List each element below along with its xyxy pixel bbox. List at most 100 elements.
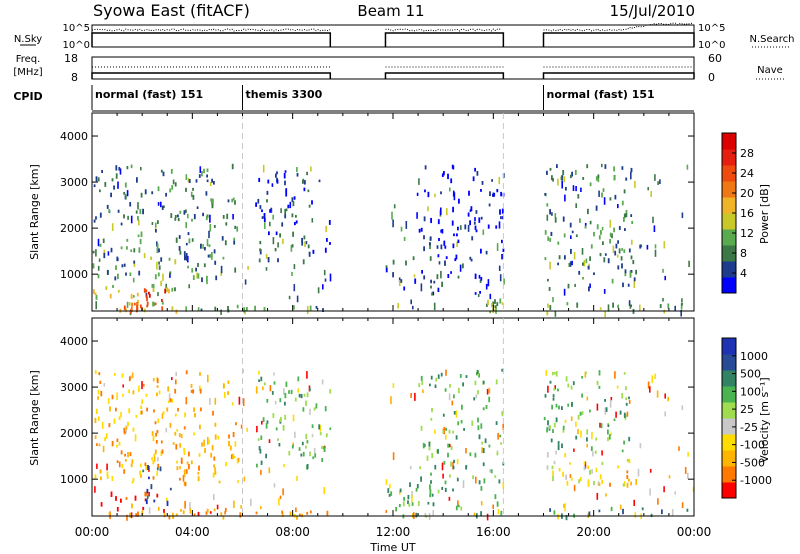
heatmap-cell: [314, 453, 317, 458]
heatmap-cell: [213, 508, 216, 512]
heatmap-cell: [430, 285, 432, 289]
heatmap-cell: [494, 299, 496, 304]
heatmap-cell: [111, 440, 114, 447]
heatmap-cell: [621, 200, 624, 206]
heatmap-cell: [562, 471, 564, 477]
heatmap-cell: [95, 408, 98, 414]
heatmap-cell: [491, 179, 493, 182]
heatmap-cell: [168, 515, 171, 520]
heatmap-cell: [495, 421, 498, 425]
heatmap-cell: [584, 461, 587, 469]
heatmap-cell: [178, 246, 181, 251]
heatmap-cell: [392, 452, 395, 460]
velocity-ylabel: Slant Range [km]: [28, 370, 41, 466]
heatmap-cell: [214, 422, 217, 427]
heatmap-cell: [456, 233, 458, 237]
heatmap-cell: [489, 191, 491, 197]
heatmap-cell: [117, 273, 119, 280]
heatmap-cell: [231, 198, 234, 203]
heatmap-cell: [462, 382, 464, 387]
heatmap-cell: [626, 482, 629, 488]
heatmap-cell: [122, 393, 124, 397]
heatmap-cell: [481, 447, 483, 454]
heatmap-cell: [154, 421, 157, 425]
heatmap-cell: [206, 174, 208, 178]
heatmap-cell: [231, 163, 234, 170]
heatmap-cell: [563, 233, 566, 238]
heatmap-cell: [623, 213, 626, 219]
heatmap-cell: [93, 184, 96, 188]
heatmap-cell: [120, 222, 123, 226]
heatmap-cell: [545, 370, 548, 376]
heatmap-cell: [420, 476, 422, 482]
heatmap-cell: [272, 413, 275, 419]
heatmap-cell: [321, 445, 323, 450]
heatmap-cell: [132, 390, 135, 395]
heatmap-cell: [572, 381, 575, 386]
heatmap-cell: [579, 218, 581, 223]
heatmap-cell: [442, 473, 444, 479]
y-ticklabel: 1000: [60, 473, 88, 486]
heatmap-cell: [430, 417, 433, 421]
heatmap-cell: [120, 411, 122, 418]
heatmap-cell: [480, 486, 483, 491]
heatmap-cell: [209, 397, 211, 405]
heatmap-cell: [280, 208, 282, 214]
heatmap-cell: [496, 302, 499, 306]
heatmap-cell: [137, 216, 139, 221]
heatmap-cell: [145, 294, 148, 298]
heatmap-cell: [305, 433, 308, 440]
heatmap-cell: [274, 400, 277, 405]
heatmap-cell: [199, 388, 202, 394]
heatmap-cell: [435, 377, 438, 382]
heatmap-cell: [565, 474, 568, 480]
heatmap-cell: [437, 449, 439, 454]
heatmap-cell: [456, 458, 459, 465]
heatmap-cell: [430, 279, 432, 284]
heatmap-cell: [145, 465, 148, 471]
heatmap-cell: [106, 475, 109, 479]
heatmap-cell: [654, 373, 656, 379]
heatmap-cell: [284, 414, 287, 420]
heatmap-cell: [475, 229, 478, 233]
heatmap-cell: [591, 431, 593, 440]
heatmap-cell: [205, 215, 208, 221]
heatmap-cell: [260, 376, 263, 382]
heatmap-cell: [438, 261, 441, 265]
heatmap-cell: [418, 383, 421, 388]
heatmap-cell: [437, 489, 440, 494]
heatmap-cell: [117, 181, 119, 189]
cpid-segment-label: normal (fast) 151: [547, 88, 655, 101]
heatmap-cell: [123, 427, 126, 433]
heatmap-cell: [598, 482, 601, 486]
heatmap-cell: [633, 280, 636, 288]
heatmap-cell: [105, 286, 108, 290]
colorbar-swatch: [722, 338, 736, 355]
heatmap-cell: [561, 443, 563, 449]
heatmap-cell: [474, 225, 477, 230]
heatmap-cell: [546, 427, 548, 433]
heatmap-cell: [213, 464, 215, 468]
heatmap-cell: [296, 515, 298, 520]
heatmap-cell: [604, 253, 607, 256]
heatmap-cell: [557, 444, 560, 451]
heatmap-cell: [268, 467, 271, 474]
heatmap-cell: [477, 294, 480, 298]
heatmap-cell: [482, 407, 485, 411]
heatmap-cell: [590, 244, 593, 249]
heatmap-cell: [160, 450, 163, 456]
heatmap-cell: [234, 225, 237, 229]
heatmap-cell: [429, 489, 432, 495]
heatmap-cell: [582, 276, 584, 280]
heatmap-cell: [421, 381, 424, 385]
heatmap-cell: [213, 225, 216, 228]
heatmap-cell: [621, 166, 624, 170]
heatmap-cell: [126, 190, 129, 197]
heatmap-cell: [258, 446, 261, 451]
heatmap-cell: [667, 303, 670, 309]
heatmap-cell: [495, 379, 498, 385]
heatmap-cell: [582, 177, 585, 180]
colorbar-ticklabel: 24: [740, 167, 754, 180]
